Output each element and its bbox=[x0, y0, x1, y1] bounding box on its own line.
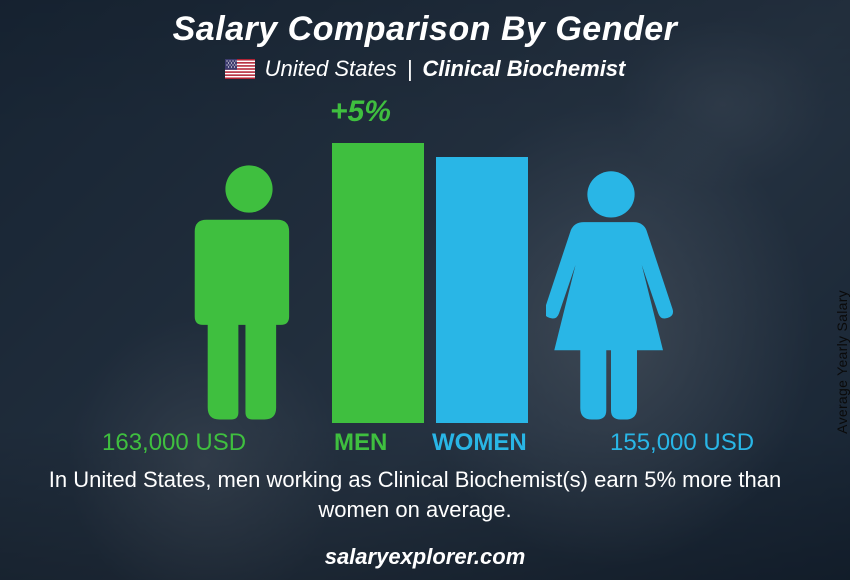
women-salary-value: 155,000 USD bbox=[610, 429, 754, 457]
page-title: Salary Comparison By Gender bbox=[0, 10, 850, 49]
footer-source: salaryexplorer.com bbox=[0, 544, 850, 570]
job-title: Clinical Biochemist bbox=[422, 56, 625, 82]
difference-badge: +5% bbox=[330, 95, 391, 129]
chart-area: +5% 163,000 USD MEN WOMEN bbox=[0, 95, 850, 465]
men-category-label: MEN bbox=[334, 429, 387, 457]
separator: | bbox=[407, 56, 413, 82]
women-bar bbox=[436, 157, 528, 423]
subtitle-row: United States | Clinical Biochemist bbox=[0, 56, 850, 82]
us-flag-icon bbox=[225, 59, 255, 79]
men-salary-value: 163,000 USD bbox=[102, 429, 246, 457]
description-text: In United States, men working as Clinica… bbox=[40, 465, 790, 524]
country-label: United States bbox=[265, 56, 397, 82]
infographic-content: Salary Comparison By Gender United St bbox=[0, 0, 850, 580]
women-category-label: WOMEN bbox=[432, 429, 527, 457]
men-bar bbox=[332, 143, 424, 423]
man-icon bbox=[190, 163, 308, 423]
y-axis-label: Average Yearly Salary bbox=[834, 290, 850, 434]
woman-icon bbox=[546, 169, 676, 423]
